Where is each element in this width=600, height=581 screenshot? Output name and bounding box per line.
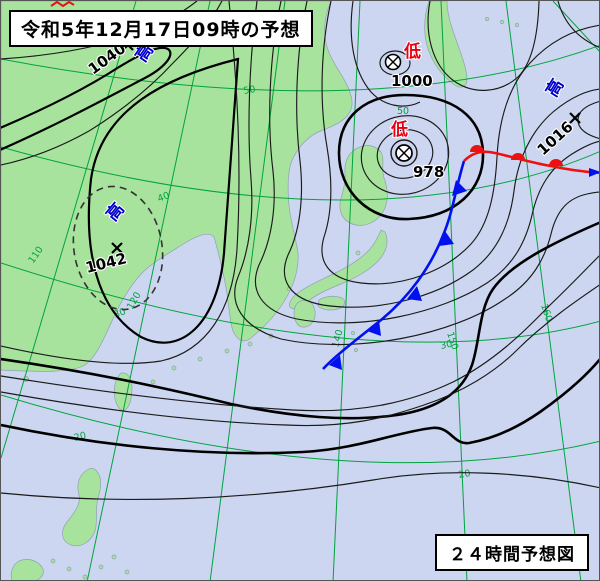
pressure-value: 1000: [391, 72, 433, 90]
low-center-mark: [384, 53, 402, 71]
parallel-40n: [1, 146, 599, 201]
grid-label: 150: [444, 331, 460, 352]
grid-label: 30: [439, 339, 453, 352]
cold-front-triangles: [329, 180, 467, 370]
meridian-150e: [440, 1, 468, 580]
meridian-110e: [1, 1, 137, 459]
hokkaido-island: [339, 145, 388, 226]
parallel-50n: [1, 45, 599, 92]
front-edge-fragment: [589, 168, 599, 177]
shikoku-island: [317, 295, 346, 311]
title-box: 令和5年12月17日09時の予想: [9, 10, 313, 47]
borneo-corner: [10, 559, 44, 580]
meridian-130e: [209, 1, 286, 580]
small-islands: [23, 17, 519, 580]
x-mark: [569, 112, 581, 124]
grid-label: 160: [538, 303, 554, 324]
kyushu-island: [293, 300, 316, 328]
cold-front-line: [322, 160, 466, 370]
dashed-high-center: [72, 185, 164, 311]
x-mark: [111, 242, 123, 254]
grid-label: 50: [397, 106, 409, 117]
caption-box: ２４時間予想図: [435, 534, 589, 571]
grid-label: 40: [156, 190, 171, 205]
parallel-20n: [1, 394, 599, 464]
warm-front-semicircles: [470, 145, 563, 166]
isobar-1042-loop: [87, 57, 240, 344]
front-layer: [50, 1, 599, 370]
low-symbol: 低: [403, 41, 421, 62]
isobar-1040-loop: [1, 46, 172, 151]
isobar-1020-bold: [1, 221, 599, 420]
isobar-south-bold: [1, 358, 599, 455]
grid-label: 140: [330, 328, 345, 348]
pressure-value: 978: [413, 163, 444, 181]
sakhalin-island: [424, 1, 468, 88]
meridian-160e: [505, 1, 582, 580]
grid-label: 20: [458, 468, 472, 481]
honshu-island: [289, 229, 388, 310]
meridian-120e: [86, 1, 211, 580]
low-symbol: 低: [390, 119, 408, 140]
luzon-island: [62, 467, 101, 547]
top-edge-front-fragment: [50, 1, 75, 8]
low-center-mark: [395, 144, 413, 162]
